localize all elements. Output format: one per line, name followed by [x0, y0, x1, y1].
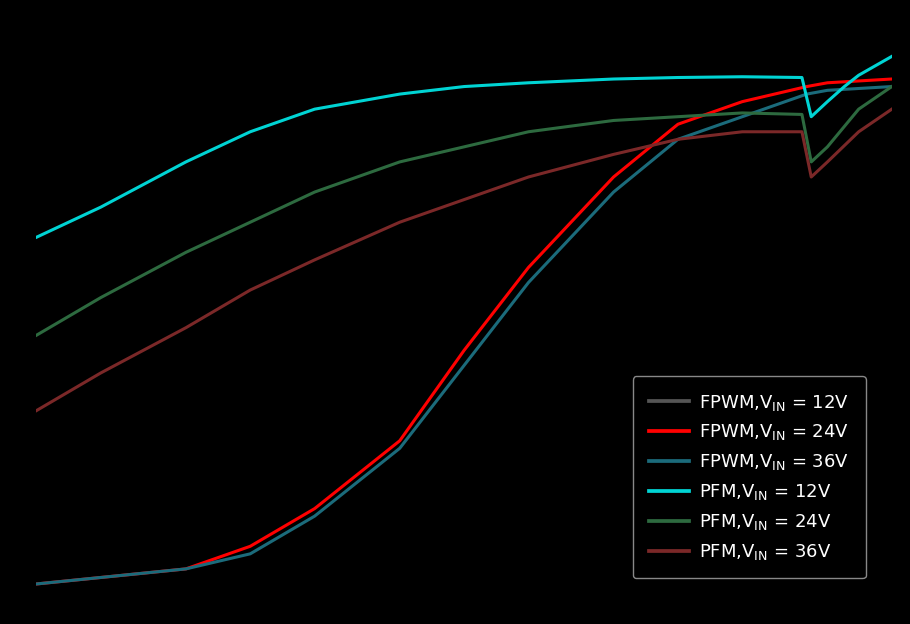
Legend: FPWM,V$_{\mathregular{IN}}$ = 12V, FPWM,V$_{\mathregular{IN}}$ = 24V, FPWM,V$_{\: FPWM,V$_{\mathregular{IN}}$ = 12V, FPWM,… [632, 376, 865, 578]
